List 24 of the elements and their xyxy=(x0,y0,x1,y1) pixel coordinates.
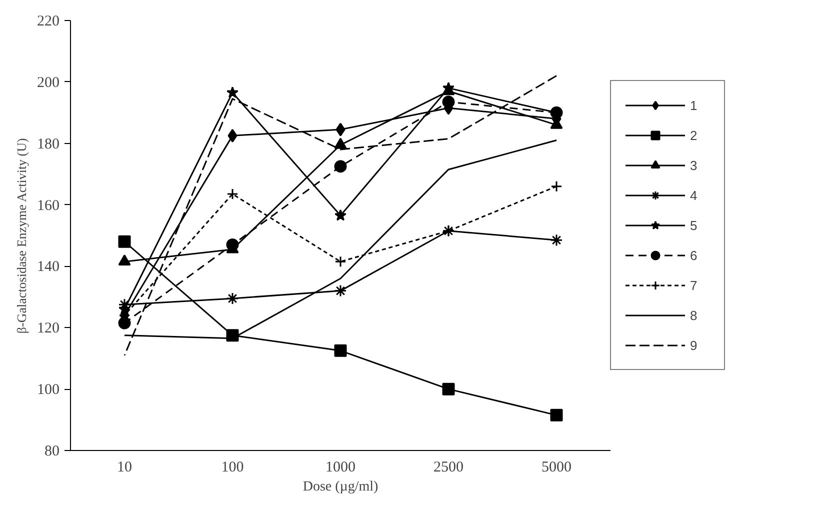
y-axis-title: β-Galactosidase Enzyme Activity (U) xyxy=(14,138,29,334)
y-tick-label: 180 xyxy=(37,136,60,152)
x-tick-label: 5000 xyxy=(542,460,572,476)
legend-label: 1 xyxy=(690,98,698,112)
legend-label: 4 xyxy=(690,188,698,202)
y-tick-label: 140 xyxy=(37,259,60,276)
y-tick-label: 120 xyxy=(37,320,60,337)
legend-label: 7 xyxy=(690,278,698,292)
y-tick-label: 160 xyxy=(37,198,60,214)
y-tick-label: 220 xyxy=(37,14,60,30)
x-tick-label: 2500 xyxy=(434,460,464,476)
x-tick-label: 100 xyxy=(221,460,244,476)
y-tick-label: 200 xyxy=(37,74,60,91)
x-tick-label: 1000 xyxy=(326,460,356,476)
legend-label: 2 xyxy=(690,128,698,142)
y-tick-label: 100 xyxy=(37,382,60,398)
x-tick-label: 10 xyxy=(117,460,132,476)
legend-label: 8 xyxy=(690,308,698,322)
legend-label: 5 xyxy=(690,218,698,232)
legend-label: 9 xyxy=(690,338,698,352)
legend-label: 3 xyxy=(690,158,698,172)
legend-label: 6 xyxy=(690,248,698,262)
y-tick-label: 80 xyxy=(44,444,60,460)
x-axis-title: Dose (µg/ml) xyxy=(302,480,379,494)
